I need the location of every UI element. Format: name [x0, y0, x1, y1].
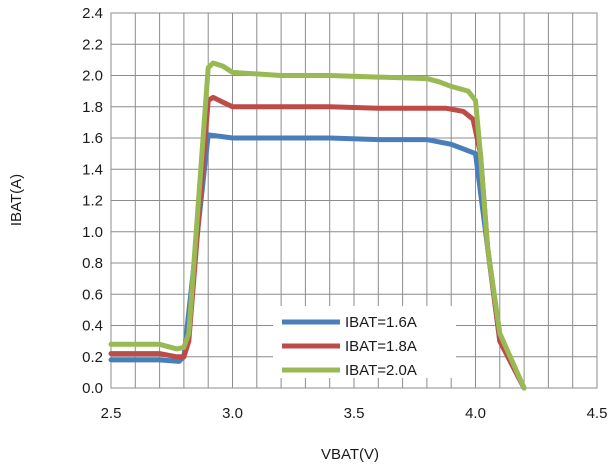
- y-tick-label: 0.8: [82, 255, 103, 272]
- legend-box: [273, 306, 456, 378]
- plot-frame: [110, 12, 598, 389]
- x-tick-label: 4.0: [465, 405, 486, 422]
- y-tick-label: 1.0: [82, 224, 103, 241]
- legend-label: IBAT=2.0A: [345, 362, 417, 379]
- y-tick-label: 1.6: [82, 130, 103, 147]
- x-tick-label: 2.5: [101, 405, 122, 422]
- y-tick-label: 1.4: [82, 161, 103, 178]
- y-tick-label: 0.2: [82, 349, 103, 366]
- y-tick-label: 0.6: [82, 286, 103, 303]
- series-line-3: [108, 60, 527, 391]
- legend: IBAT=1.6A IBAT=1.8A IBAT=2.0A: [273, 306, 456, 379]
- x-tick-label: 3.5: [344, 405, 365, 422]
- legend-label: IBAT=1.6A: [345, 314, 417, 331]
- y-tick-label: 0.0: [82, 380, 103, 397]
- y-axis-title: IBAT(A): [8, 174, 25, 226]
- y-tick-label: 2.0: [82, 68, 103, 85]
- series-line-1: [108, 132, 527, 391]
- y-tick-label: 1.8: [82, 99, 103, 116]
- x-tick-label: 4.5: [587, 405, 608, 422]
- y-tick-label: 2.2: [82, 36, 103, 53]
- y-tick-label: 1.2: [82, 193, 103, 210]
- x-axis-title: VBAT(V): [321, 446, 379, 463]
- y-tick-label: 0.4: [82, 318, 103, 335]
- series-lines: [108, 60, 527, 391]
- x-tick-label: 3.0: [222, 405, 243, 422]
- x-axis-ticks: 2.5 3.0 3.5 4.0 4.5: [101, 405, 608, 422]
- legend-label: IBAT=1.8A: [345, 338, 417, 355]
- plot-border: [110, 12, 598, 389]
- y-tick-label: 2.4: [82, 5, 103, 22]
- y-axis-ticks: 0.0 0.2 0.4 0.6 0.8 1.0 1.2 1.4 1.6 1.8 2.0 2.2 2.4: [82, 5, 103, 397]
